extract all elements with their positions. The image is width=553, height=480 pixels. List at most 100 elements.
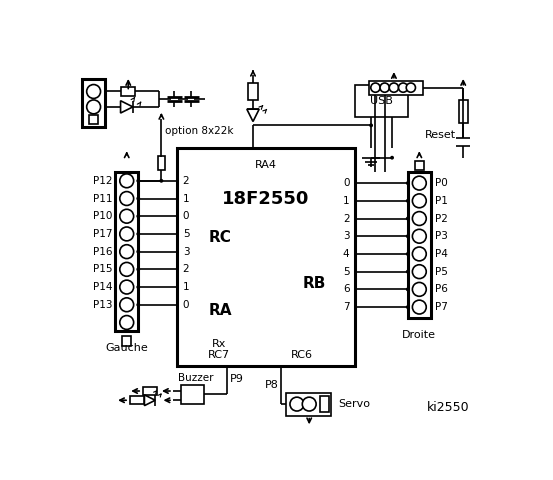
- Circle shape: [137, 179, 140, 183]
- Bar: [115, 171, 138, 331]
- Circle shape: [137, 214, 140, 218]
- Bar: [181, 385, 204, 404]
- Circle shape: [399, 83, 408, 92]
- Text: 2: 2: [343, 214, 349, 224]
- Text: 7: 7: [343, 302, 349, 312]
- Circle shape: [413, 176, 426, 190]
- Text: 1: 1: [343, 196, 349, 206]
- Circle shape: [413, 229, 426, 243]
- Bar: [408, 171, 431, 318]
- Bar: [89, 115, 98, 124]
- Text: RA: RA: [209, 303, 233, 318]
- Circle shape: [413, 265, 426, 278]
- Circle shape: [120, 227, 134, 241]
- Text: P4: P4: [435, 249, 447, 259]
- Text: Gauche: Gauche: [105, 343, 148, 353]
- Text: 1: 1: [182, 282, 189, 292]
- Circle shape: [120, 280, 134, 294]
- Circle shape: [406, 288, 410, 291]
- Text: 6: 6: [343, 284, 349, 294]
- Bar: [415, 161, 424, 170]
- Text: 2: 2: [182, 176, 189, 186]
- Circle shape: [413, 247, 426, 261]
- Text: RC7: RC7: [208, 350, 230, 360]
- Circle shape: [120, 245, 134, 259]
- Circle shape: [302, 397, 316, 411]
- Circle shape: [120, 209, 134, 223]
- Text: P12: P12: [92, 176, 112, 186]
- Text: P1: P1: [435, 196, 447, 206]
- Circle shape: [380, 83, 389, 92]
- Text: RC6: RC6: [290, 350, 312, 360]
- Circle shape: [137, 267, 140, 271]
- Circle shape: [413, 282, 426, 296]
- Bar: [369, 81, 423, 95]
- Bar: [177, 148, 356, 366]
- Circle shape: [137, 250, 140, 253]
- Text: USB: USB: [370, 96, 393, 106]
- Text: option 8x22k: option 8x22k: [165, 126, 234, 136]
- Circle shape: [390, 156, 394, 160]
- Circle shape: [120, 315, 134, 329]
- Text: P17: P17: [92, 229, 112, 239]
- Text: P11: P11: [92, 193, 112, 204]
- Circle shape: [406, 234, 410, 238]
- Text: 18F2550: 18F2550: [222, 190, 310, 207]
- Text: Buzzer: Buzzer: [178, 373, 214, 384]
- Bar: [248, 83, 258, 100]
- Text: P10: P10: [93, 211, 112, 221]
- Text: P9: P9: [230, 374, 244, 384]
- Bar: [122, 336, 132, 346]
- Circle shape: [120, 192, 134, 205]
- Text: P5: P5: [435, 267, 447, 276]
- Circle shape: [406, 199, 410, 203]
- Text: 4: 4: [343, 249, 349, 259]
- Bar: [82, 79, 105, 127]
- Circle shape: [389, 83, 399, 92]
- Text: RB: RB: [303, 276, 326, 291]
- Circle shape: [120, 298, 134, 312]
- Circle shape: [120, 263, 134, 276]
- Circle shape: [406, 216, 410, 220]
- Bar: [356, 84, 408, 117]
- Circle shape: [290, 397, 304, 411]
- Circle shape: [406, 305, 410, 309]
- Text: 5: 5: [182, 229, 189, 239]
- Circle shape: [137, 285, 140, 289]
- Circle shape: [87, 84, 101, 98]
- Bar: [130, 396, 144, 404]
- Text: ki2550: ki2550: [426, 401, 469, 414]
- Text: P2: P2: [435, 214, 447, 224]
- Text: P7: P7: [435, 302, 447, 312]
- Text: RA4: RA4: [255, 160, 277, 170]
- Text: Servo: Servo: [338, 399, 371, 409]
- Text: 1: 1: [182, 193, 189, 204]
- Bar: [286, 393, 331, 416]
- Text: P16: P16: [92, 247, 112, 257]
- Text: Rx: Rx: [212, 339, 226, 349]
- Circle shape: [137, 232, 140, 236]
- Circle shape: [406, 181, 410, 185]
- Text: P6: P6: [435, 284, 447, 294]
- Text: Droite: Droite: [403, 330, 436, 340]
- Text: 5: 5: [343, 267, 349, 276]
- Circle shape: [406, 270, 410, 274]
- Text: 0: 0: [343, 178, 349, 188]
- Text: 3: 3: [182, 247, 189, 257]
- Circle shape: [137, 197, 140, 201]
- Text: P8: P8: [265, 380, 279, 390]
- Text: RC: RC: [209, 229, 232, 244]
- Bar: [121, 87, 135, 96]
- Text: P0: P0: [435, 178, 447, 188]
- Bar: [458, 100, 468, 123]
- Text: 2: 2: [182, 264, 189, 275]
- Bar: [158, 156, 165, 170]
- Circle shape: [369, 123, 373, 127]
- Text: P3: P3: [435, 231, 447, 241]
- Text: P15: P15: [92, 264, 112, 275]
- Text: Reset: Reset: [425, 130, 456, 140]
- Circle shape: [413, 194, 426, 208]
- Circle shape: [413, 300, 426, 314]
- Circle shape: [87, 100, 101, 114]
- Circle shape: [159, 179, 163, 183]
